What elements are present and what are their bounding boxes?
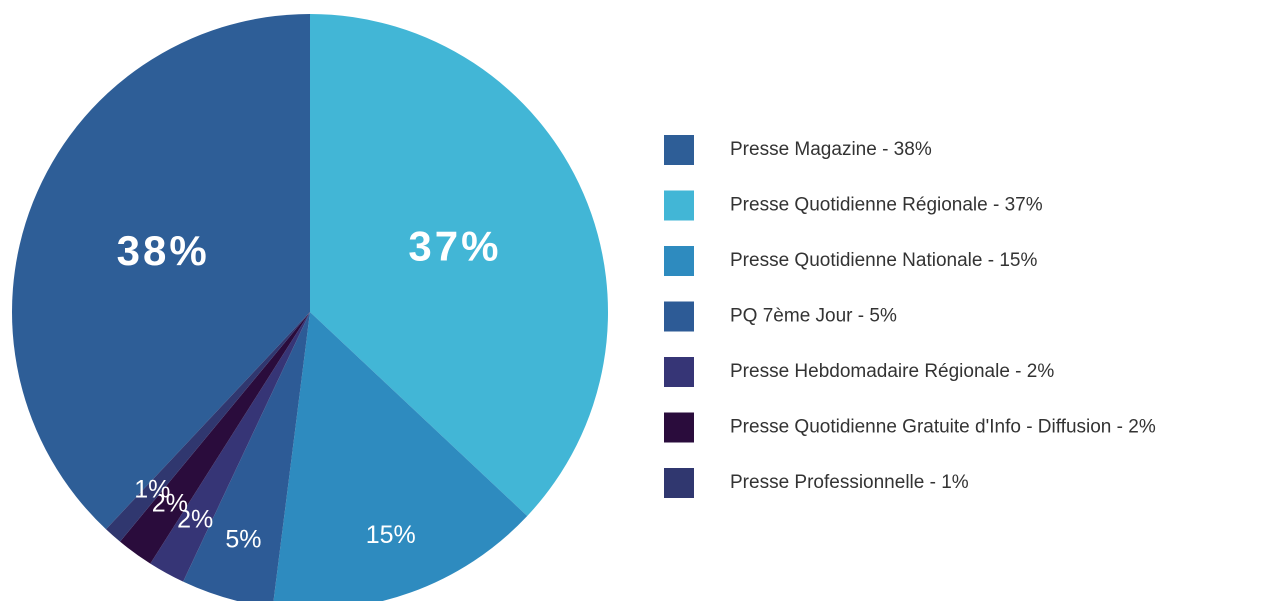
pie-slice — [150, 312, 310, 582]
pie-slice — [183, 312, 310, 601]
legend-swatch — [664, 357, 694, 387]
legend-label: Presse Quotidienne Nationale - 15% — [730, 250, 1037, 271]
data-label: 38% — [117, 227, 210, 274]
pie-slice — [273, 312, 528, 601]
legend-swatch — [664, 135, 694, 165]
legend-label: Presse Quotidienne Régionale - 37% — [730, 195, 1043, 216]
legend-swatch — [664, 468, 694, 498]
legend-swatch — [664, 190, 694, 221]
legend-swatch — [664, 246, 694, 276]
legend-label: PQ 7ème Jour - 5% — [730, 306, 897, 327]
data-label: 1% — [134, 475, 170, 503]
pie-slice — [11, 14, 310, 530]
legend-label: Presse Hebdomadaire Régionale - 2% — [730, 361, 1054, 382]
legend-label: Presse Professionnelle - 1% — [730, 472, 969, 493]
pie-slice — [310, 14, 609, 516]
legend-label: Presse Quotidienne Gratuite d'Info - Dif… — [730, 417, 1156, 438]
legend-label: Presse Magazine - 38% — [730, 139, 932, 160]
pie-slice — [120, 312, 310, 564]
data-label: 5% — [225, 526, 261, 554]
legend-swatch — [664, 412, 694, 443]
legend-swatch — [664, 301, 694, 332]
data-label: 37% — [408, 222, 501, 269]
data-label: 15% — [366, 521, 416, 549]
pie-slice — [106, 312, 310, 542]
